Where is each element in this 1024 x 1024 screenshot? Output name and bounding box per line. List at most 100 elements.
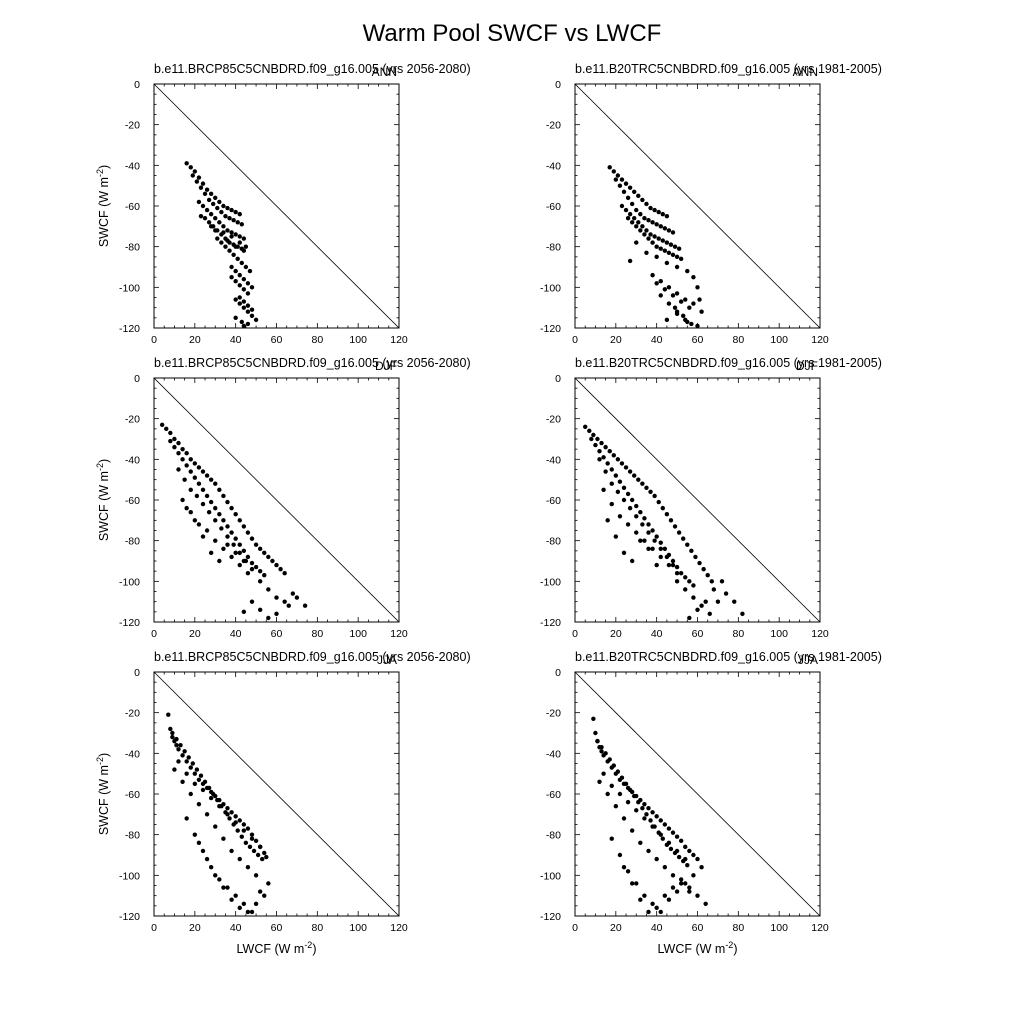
data-point xyxy=(670,230,676,235)
data-point xyxy=(225,205,230,211)
data-point xyxy=(701,566,706,572)
data-point xyxy=(656,499,661,505)
data-point xyxy=(664,213,670,219)
data-point xyxy=(200,501,206,507)
data-point xyxy=(634,224,639,229)
data-point xyxy=(662,865,668,870)
data-point xyxy=(658,540,663,545)
y-tick-label: -60 xyxy=(546,495,561,507)
x-tick-label: 100 xyxy=(349,628,367,640)
data-point xyxy=(249,836,255,841)
data-point xyxy=(636,220,641,225)
data-point xyxy=(266,881,271,886)
data-point xyxy=(597,449,602,454)
data-point xyxy=(627,211,633,217)
data-point xyxy=(200,469,206,474)
data-point xyxy=(219,240,224,245)
data-point xyxy=(662,248,668,253)
y-tick-label: 0 xyxy=(134,667,140,679)
y-tick-label: -60 xyxy=(546,201,561,213)
data-point xyxy=(638,538,643,543)
data-point xyxy=(646,530,651,535)
data-point xyxy=(695,607,700,612)
data-point xyxy=(194,179,200,184)
data-point xyxy=(660,505,665,511)
data-point xyxy=(192,461,198,466)
data-point xyxy=(251,848,257,854)
data-point xyxy=(237,234,242,239)
data-point xyxy=(190,761,195,766)
data-point xyxy=(683,856,688,862)
data-point xyxy=(202,779,208,784)
data-point xyxy=(609,501,614,507)
data-point xyxy=(229,505,234,511)
data-point xyxy=(668,846,674,852)
scatter-points xyxy=(166,712,271,915)
data-point xyxy=(625,522,631,527)
data-point xyxy=(229,554,234,560)
y-tick-label: -120 xyxy=(540,911,561,923)
data-point xyxy=(611,169,616,174)
data-point xyxy=(658,554,663,560)
data-point xyxy=(664,240,670,245)
data-point xyxy=(196,522,202,527)
data-point xyxy=(615,457,621,462)
data-point xyxy=(192,475,198,480)
data-point xyxy=(607,449,612,454)
x-tick-label: 100 xyxy=(349,334,367,346)
data-point xyxy=(650,901,655,906)
data-point xyxy=(255,852,261,858)
data-point xyxy=(204,812,210,817)
data-point xyxy=(215,236,220,241)
data-point xyxy=(666,285,672,290)
data-point xyxy=(227,216,232,221)
data-point xyxy=(672,305,678,310)
data-point xyxy=(711,587,717,592)
data-point xyxy=(652,538,657,543)
data-point xyxy=(208,865,214,870)
data-point xyxy=(603,469,608,474)
data-point xyxy=(241,828,247,833)
data-point xyxy=(266,554,271,560)
data-point xyxy=(217,804,222,809)
data-point xyxy=(638,510,643,515)
data-point xyxy=(691,852,696,858)
data-point xyxy=(172,767,177,772)
y-tick-label: -120 xyxy=(119,323,140,335)
data-point xyxy=(629,220,635,225)
y-tick-label: -100 xyxy=(119,282,140,294)
data-point xyxy=(208,191,214,196)
data-point xyxy=(605,461,610,466)
data-point xyxy=(668,518,674,523)
data-point xyxy=(213,824,218,829)
data-point xyxy=(164,426,169,432)
y-tick-label: -80 xyxy=(546,536,561,548)
data-point xyxy=(634,808,639,813)
one-to-one-line xyxy=(574,377,821,623)
data-point xyxy=(601,487,606,493)
data-point xyxy=(625,216,631,221)
data-point xyxy=(625,195,631,201)
data-point xyxy=(274,562,279,568)
data-point xyxy=(204,187,210,192)
data-point xyxy=(636,477,641,482)
data-point xyxy=(644,812,649,817)
data-point xyxy=(221,885,226,890)
data-point xyxy=(674,311,680,316)
data-point xyxy=(223,213,228,219)
season-label: JJA xyxy=(798,653,818,667)
one-to-one-line xyxy=(574,671,821,917)
x-tick-label: 40 xyxy=(230,334,242,346)
data-point xyxy=(650,240,655,245)
x-tick-label: 60 xyxy=(692,334,704,346)
data-point xyxy=(601,771,606,776)
data-point xyxy=(176,747,181,752)
data-point xyxy=(683,587,688,592)
data-point xyxy=(625,869,631,874)
data-point xyxy=(609,467,614,472)
data-point xyxy=(172,444,177,450)
data-point xyxy=(176,759,181,764)
data-point xyxy=(196,481,202,486)
data-point xyxy=(215,205,220,211)
x-tick-label: 20 xyxy=(189,922,201,934)
